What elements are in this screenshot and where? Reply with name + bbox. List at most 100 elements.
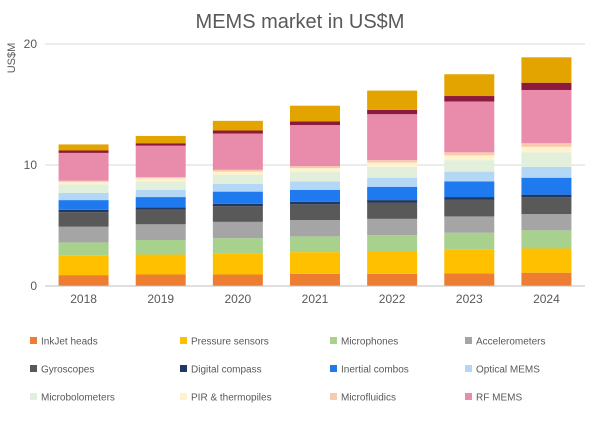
bar-segment [212, 174, 263, 184]
bar-segment [290, 201, 340, 205]
y-tick-label: 0 [30, 279, 37, 293]
legend-label: Microbolometers [41, 393, 115, 404]
bar-segment [290, 273, 340, 286]
bar-segment [444, 273, 495, 286]
legend-item: Digital compass [180, 365, 262, 376]
bar-segment [367, 160, 418, 163]
bar-segment [290, 189, 340, 202]
bar-segment [135, 189, 186, 198]
legend-swatch [180, 365, 187, 372]
legend-item: RF MEMS [465, 393, 522, 404]
bar-segment [521, 89, 572, 144]
legend-swatch [30, 365, 37, 372]
x-tick-label: 2024 [533, 292, 560, 306]
legend-item: Inertial combos [330, 365, 409, 376]
bar-segment [135, 240, 186, 255]
bar-segment [290, 168, 340, 172]
bar-segment [444, 216, 495, 233]
legend-swatch [30, 337, 37, 344]
bar-segment [212, 130, 263, 134]
bar-segment [135, 224, 186, 241]
legend: InkJet heads Pressure sensors Microphones A… [30, 337, 545, 404]
bar-segment [58, 144, 109, 151]
legend-swatch [465, 365, 472, 372]
bar-segment [367, 186, 418, 201]
bar-stack-2024 [521, 57, 572, 286]
legend-swatch [465, 337, 472, 344]
bar-segment [521, 177, 572, 195]
x-tick-label: 2020 [225, 292, 252, 306]
bar-segment [521, 214, 572, 231]
bar-segment [212, 171, 263, 175]
x-tick-label: 2022 [379, 292, 406, 306]
bar-stack-2023 [444, 74, 495, 286]
bar-segment [444, 152, 495, 156]
bar-segment [135, 178, 186, 182]
bar-segment [521, 82, 572, 90]
bar-segment [58, 150, 109, 153]
bar-segment [135, 143, 186, 146]
bar-segment [290, 105, 340, 122]
legend-swatch [330, 337, 337, 344]
bar-segment [135, 254, 186, 275]
bar-segment [444, 160, 495, 172]
legend-item: Accelerometers [465, 337, 545, 348]
bar-segment [444, 155, 495, 161]
legend-item: PIR & thermopiles [180, 393, 272, 404]
bar-stack-2018 [58, 144, 109, 286]
bar-segment [58, 180, 109, 182]
bar-segment [212, 274, 263, 286]
bar-segment [58, 209, 109, 213]
bar-segment [58, 181, 109, 185]
bar-segment [367, 166, 418, 178]
bar-segment [58, 184, 109, 193]
legend-label: Microphones [341, 337, 398, 348]
bar-segment [290, 166, 340, 169]
bar-segment [367, 114, 418, 161]
legend-swatch [330, 393, 337, 400]
legend-label: Inertial combos [341, 365, 409, 376]
x-tick-label: 2018 [70, 292, 97, 306]
legend-label: Optical MEMS [476, 365, 540, 376]
bar-segment [444, 249, 495, 274]
legend-item: Optical MEMS [465, 365, 540, 376]
bar-segment [521, 143, 572, 147]
bar-segment [290, 220, 340, 237]
bar-segment [212, 191, 263, 204]
y-tick-label: 20 [24, 37, 38, 51]
bar-segment [444, 197, 495, 200]
bar-segment [521, 272, 572, 286]
legend-label: RF MEMS [476, 393, 522, 404]
bar-segment [212, 238, 263, 254]
bar-stack-2019 [135, 135, 186, 286]
bar-segment [212, 203, 263, 207]
bar-segment [290, 125, 340, 167]
legend-item: Gyroscopes [30, 365, 94, 376]
bar-segment [521, 194, 572, 198]
bar-segment [212, 253, 263, 275]
bar-segment [135, 197, 186, 208]
bar-segment [290, 236, 340, 253]
bar-segment [58, 200, 109, 210]
bar-segment [367, 90, 418, 110]
bar-segment [444, 101, 495, 153]
bar-segment [521, 146, 572, 153]
bar-segment [135, 177, 186, 179]
bar-segment [367, 235, 418, 252]
bar-stack-2020 [212, 120, 263, 286]
legend-label: InkJet heads [41, 337, 98, 348]
y-tick-label: 10 [24, 158, 38, 172]
bar-segment [290, 204, 340, 221]
bar-segment [58, 212, 109, 227]
bar-segment [444, 74, 495, 97]
bar-segment [367, 202, 418, 219]
x-axis-ticks: 2018 2019 2020 2021 2022 2023 2024 [70, 292, 560, 306]
bar-segment [444, 181, 495, 198]
bar-segment [367, 251, 418, 274]
legend-label: Gyroscopes [41, 365, 94, 376]
legend-label: Accelerometers [476, 337, 545, 348]
bar-segment [367, 218, 418, 236]
x-tick-label: 2023 [456, 292, 483, 306]
legend-label: Digital compass [191, 365, 262, 376]
